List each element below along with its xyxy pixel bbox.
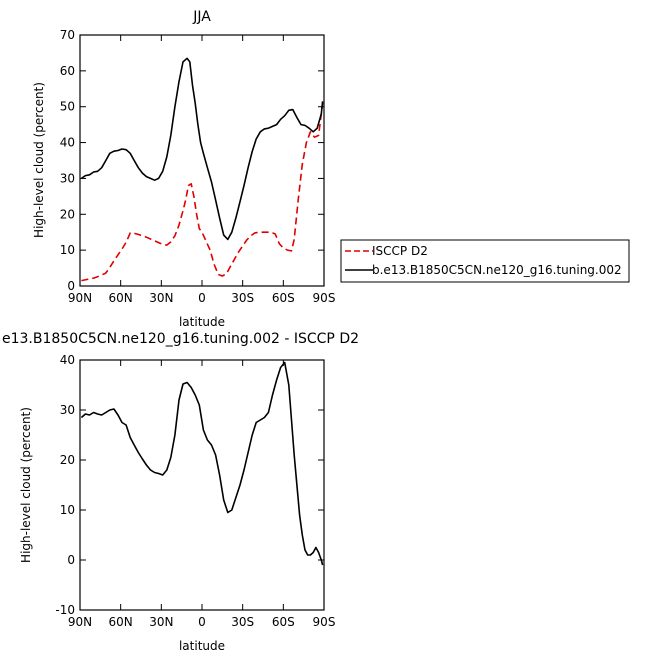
x-tick-label: 30N — [149, 615, 173, 629]
x-tick-label: 60S — [272, 615, 295, 629]
x-tick-label: 30S — [231, 291, 254, 305]
y-tick-label: 70 — [60, 28, 75, 42]
series-line-1 — [80, 57, 324, 241]
top-x-axis-label: latitude — [179, 315, 225, 329]
x-tick-label: 0 — [198, 615, 206, 629]
y-tick-label: 20 — [60, 207, 75, 221]
x-tick-label: 60S — [272, 291, 295, 305]
x-tick-label: 30N — [149, 291, 173, 305]
x-tick-label: 90N — [68, 291, 92, 305]
bottom-y-ticks: -10 0 10 20 30 40 — [55, 353, 324, 617]
y-tick-label: 10 — [60, 243, 75, 257]
bottom-series-lines — [80, 361, 324, 566]
bottom-x-ticks: 90N 60N 30N 0 30S 60S 90S — [68, 360, 336, 629]
bottom-chart: e13.B1850C5CN.ne120_g16.tuning.002 - ISC… — [2, 331, 359, 653]
x-tick-label: 0 — [198, 291, 206, 305]
top-chart-title: JJA — [192, 9, 211, 25]
x-tick-label: 60N — [109, 291, 133, 305]
y-tick-label: 20 — [60, 453, 75, 467]
y-tick-label: -10 — [55, 603, 75, 617]
y-tick-label: 30 — [60, 171, 75, 185]
y-tick-label: 30 — [60, 403, 75, 417]
bottom-chart-title: e13.B1850C5CN.ne120_g16.tuning.002 - ISC… — [2, 331, 359, 347]
top-y-axis-label: High-level cloud (percent) — [32, 82, 46, 238]
y-tick-label: 40 — [60, 136, 75, 150]
y-tick-label: 0 — [67, 279, 75, 293]
legend-box — [340, 239, 630, 283]
bottom-x-axis-label: latitude — [179, 639, 225, 653]
legend-label-model: b.e13.B1850C5CN.ne120_g16.tuning.002 — [372, 263, 622, 277]
x-tick-label: 90S — [313, 615, 336, 629]
y-tick-label: 0 — [67, 553, 75, 567]
bottom-plot-frame — [79, 359, 325, 611]
y-tick-label: 60 — [60, 64, 75, 78]
series-line-0 — [80, 361, 324, 566]
top-plot-frame — [79, 34, 325, 287]
y-tick-label: 40 — [60, 353, 75, 367]
top-x-ticks: 90N 60N 30N 0 30S 60S 90S — [68, 35, 336, 305]
top-y-ticks: 0 10 20 30 40 50 60 70 — [60, 28, 324, 293]
x-tick-label: 60N — [109, 615, 133, 629]
y-tick-label: 10 — [60, 503, 75, 517]
top-series-lines — [80, 57, 324, 282]
series-line-0 — [81, 103, 324, 282]
x-tick-label: 30S — [231, 615, 254, 629]
bottom-y-axis-label: High-level cloud (percent) — [19, 407, 33, 563]
y-tick-label: 50 — [60, 100, 75, 114]
legend-label-isccp: ISCCP D2 — [372, 244, 428, 258]
legend: ISCCP D2 b.e13.B1850C5CN.ne120_g16.tunin… — [340, 239, 630, 283]
x-tick-label: 90N — [68, 615, 92, 629]
x-tick-label: 90S — [313, 291, 336, 305]
